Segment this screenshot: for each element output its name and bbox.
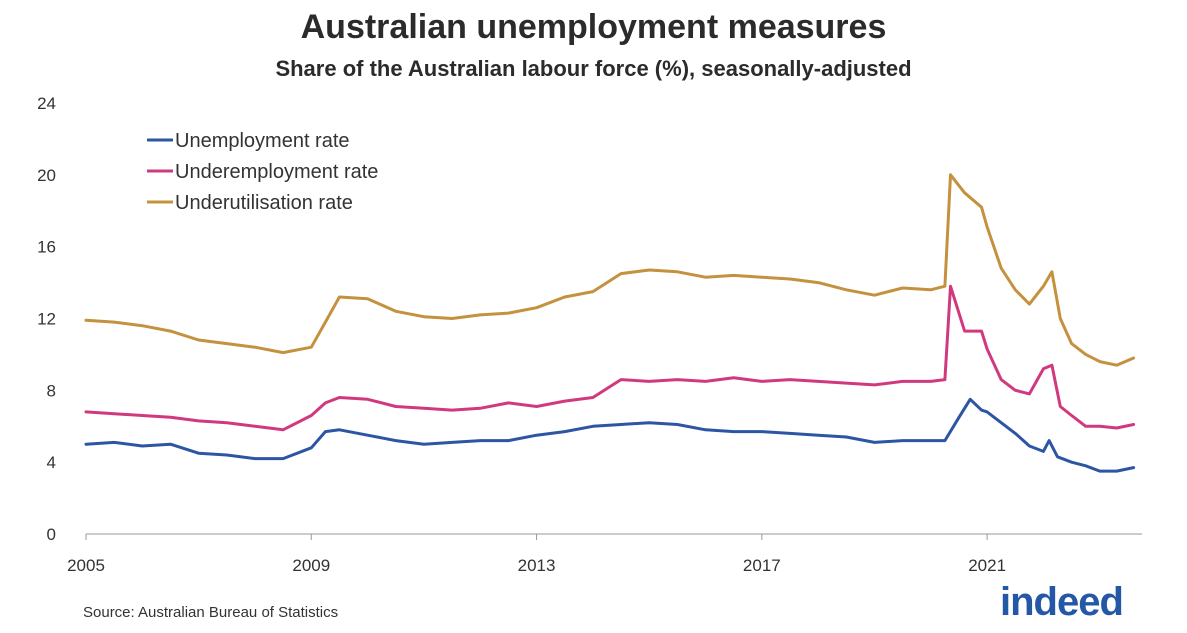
series-line-2: [84, 284, 1136, 432]
y-tick-label: 20: [37, 166, 56, 185]
legend-label-2: Underemployment rate: [175, 161, 378, 183]
source-note: Source: Australian Bureau of Statistics: [83, 604, 339, 621]
y-tick-label: 8: [47, 381, 56, 400]
x-tick-label: 2013: [518, 556, 556, 575]
x-tick-label: 2005: [67, 556, 105, 575]
y-tick-label: 12: [37, 310, 56, 329]
y-tick-label: 4: [47, 453, 56, 472]
x-tick-label: 2021: [968, 556, 1006, 575]
series-line-3: [84, 173, 1136, 367]
x-tick-label: 2017: [743, 556, 781, 575]
chart-subtitle: Share of the Australian labour force (%)…: [275, 56, 912, 81]
legend-label-3: Underutilisation rate: [175, 192, 353, 214]
series-line-1: [84, 397, 1136, 473]
legend-label-1: Unemployment rate: [175, 130, 350, 152]
indeed-logo: indeed: [1000, 580, 1124, 624]
x-tick-label: 2009: [292, 556, 330, 575]
chart-title: Australian unemployment measures: [300, 8, 887, 46]
y-tick-label: 16: [37, 238, 56, 257]
y-tick-label: 0: [47, 525, 56, 544]
y-tick-label: 24: [37, 94, 56, 113]
